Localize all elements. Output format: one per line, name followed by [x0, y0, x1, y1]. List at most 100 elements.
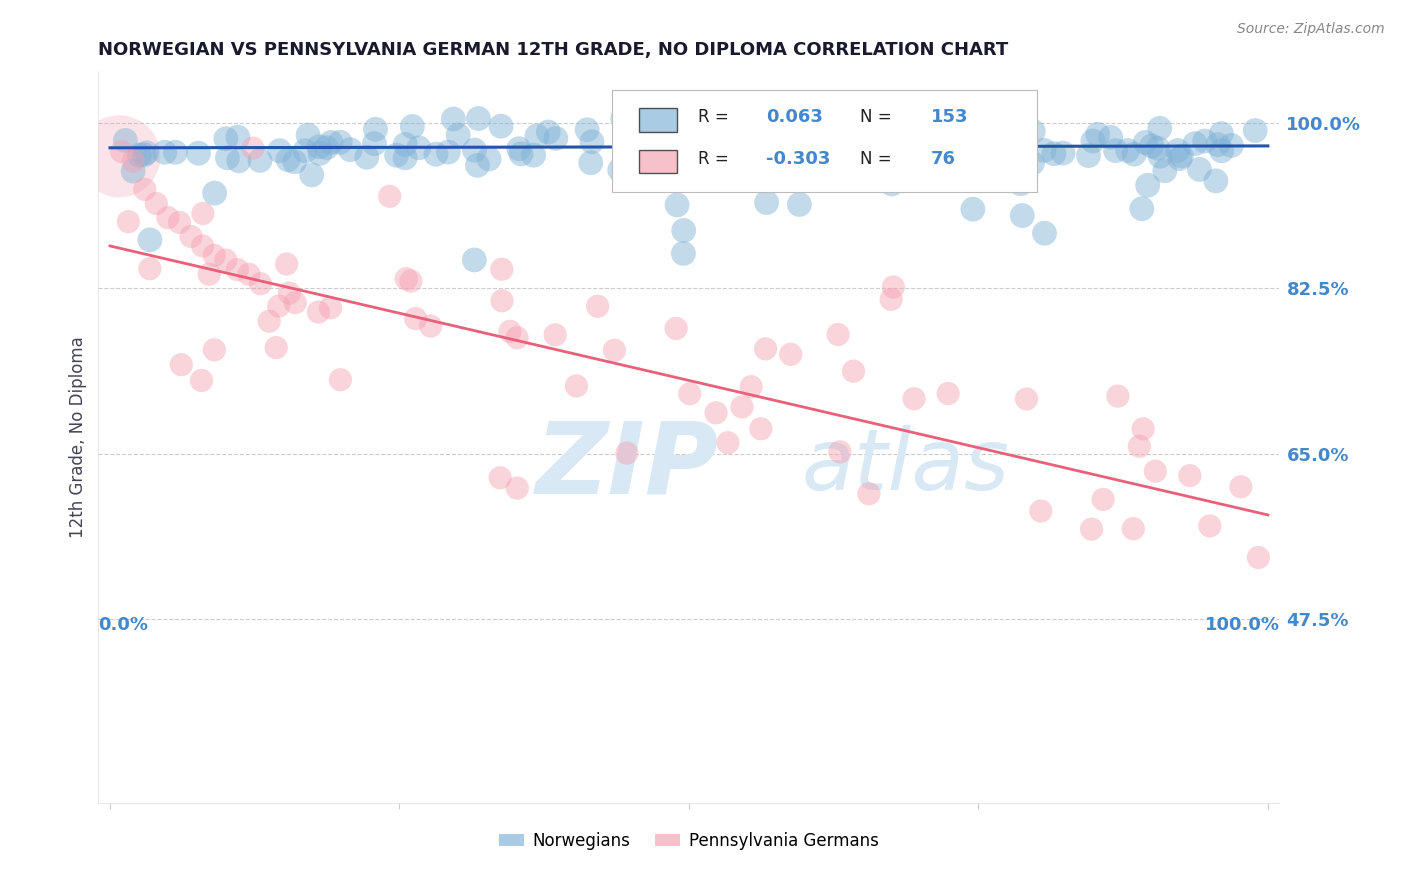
- Point: [581, 135, 603, 149]
- Point: [927, 135, 949, 149]
- Point: [506, 481, 529, 495]
- Point: [1194, 134, 1216, 148]
- Point: [544, 131, 567, 145]
- Point: [356, 150, 378, 164]
- Point: [437, 145, 460, 159]
- Text: ZIP: ZIP: [536, 417, 718, 515]
- Point: [319, 301, 342, 315]
- Point: [378, 189, 401, 203]
- Point: [425, 147, 447, 161]
- Point: [939, 157, 962, 171]
- Point: [827, 327, 849, 342]
- Point: [1247, 550, 1270, 565]
- Point: [408, 141, 430, 155]
- Point: [918, 149, 941, 163]
- Point: [1029, 504, 1052, 518]
- Point: [284, 295, 307, 310]
- Point: [920, 112, 942, 126]
- Point: [441, 112, 464, 126]
- Point: [1123, 147, 1146, 161]
- Point: [576, 122, 599, 136]
- Point: [526, 128, 548, 143]
- Point: [463, 252, 485, 267]
- Point: [394, 137, 416, 152]
- Point: [893, 124, 915, 138]
- Point: [842, 364, 865, 378]
- Text: atlas: atlas: [801, 425, 1010, 508]
- FancyBboxPatch shape: [640, 108, 678, 132]
- Point: [880, 177, 903, 191]
- Point: [249, 277, 271, 291]
- Point: [1168, 152, 1191, 166]
- Text: NORWEGIAN VS PENNSYLVANIA GERMAN 12TH GRADE, NO DIPLOMA CORRELATION CHART: NORWEGIAN VS PENNSYLVANIA GERMAN 12TH GR…: [98, 41, 1008, 59]
- Point: [898, 142, 921, 156]
- Point: [714, 151, 737, 165]
- Point: [1140, 139, 1163, 153]
- Point: [1144, 464, 1167, 478]
- Point: [506, 331, 529, 345]
- Point: [363, 136, 385, 151]
- Point: [963, 146, 986, 161]
- Point: [329, 373, 352, 387]
- Point: [394, 151, 416, 165]
- Point: [740, 379, 762, 393]
- Point: [215, 253, 238, 268]
- Point: [637, 127, 659, 141]
- Point: [1043, 146, 1066, 161]
- Point: [277, 153, 299, 167]
- Point: [128, 148, 150, 162]
- Point: [315, 140, 337, 154]
- Point: [1080, 522, 1102, 536]
- Point: [1011, 209, 1033, 223]
- Point: [1077, 148, 1099, 162]
- Point: [202, 343, 225, 357]
- Point: [755, 154, 778, 169]
- Point: [1178, 468, 1201, 483]
- Point: [900, 131, 922, 145]
- Point: [145, 196, 167, 211]
- Point: [1010, 177, 1032, 191]
- Point: [931, 150, 953, 164]
- Point: [661, 136, 683, 151]
- Point: [190, 374, 212, 388]
- Point: [217, 151, 239, 165]
- Point: [1206, 137, 1229, 152]
- Point: [1149, 149, 1171, 163]
- Point: [278, 286, 301, 301]
- Point: [226, 262, 249, 277]
- Point: [309, 146, 332, 161]
- Point: [364, 122, 387, 136]
- Point: [986, 135, 1008, 149]
- Point: [191, 206, 214, 220]
- Point: [775, 141, 797, 155]
- Point: [242, 141, 264, 155]
- Point: [603, 343, 626, 358]
- Text: Source: ZipAtlas.com: Source: ZipAtlas.com: [1237, 22, 1385, 37]
- Point: [936, 386, 959, 401]
- Point: [419, 319, 441, 334]
- Point: [803, 115, 825, 129]
- Point: [672, 223, 695, 237]
- Point: [1052, 146, 1074, 161]
- Point: [1132, 422, 1154, 436]
- Point: [1244, 123, 1267, 137]
- Point: [191, 239, 214, 253]
- Point: [851, 114, 873, 128]
- Point: [1092, 492, 1115, 507]
- Point: [395, 271, 418, 285]
- Point: [489, 119, 512, 133]
- Text: 0.0%: 0.0%: [98, 616, 149, 634]
- Point: [228, 153, 250, 168]
- Point: [927, 153, 949, 168]
- Text: N =: N =: [860, 108, 891, 126]
- Point: [1184, 136, 1206, 151]
- Text: -0.303: -0.303: [766, 150, 830, 168]
- Point: [401, 120, 423, 134]
- Point: [824, 134, 846, 148]
- Point: [499, 324, 522, 338]
- Point: [1001, 159, 1024, 173]
- Point: [831, 129, 853, 144]
- Point: [1087, 128, 1109, 142]
- Point: [139, 233, 162, 247]
- Point: [385, 148, 408, 162]
